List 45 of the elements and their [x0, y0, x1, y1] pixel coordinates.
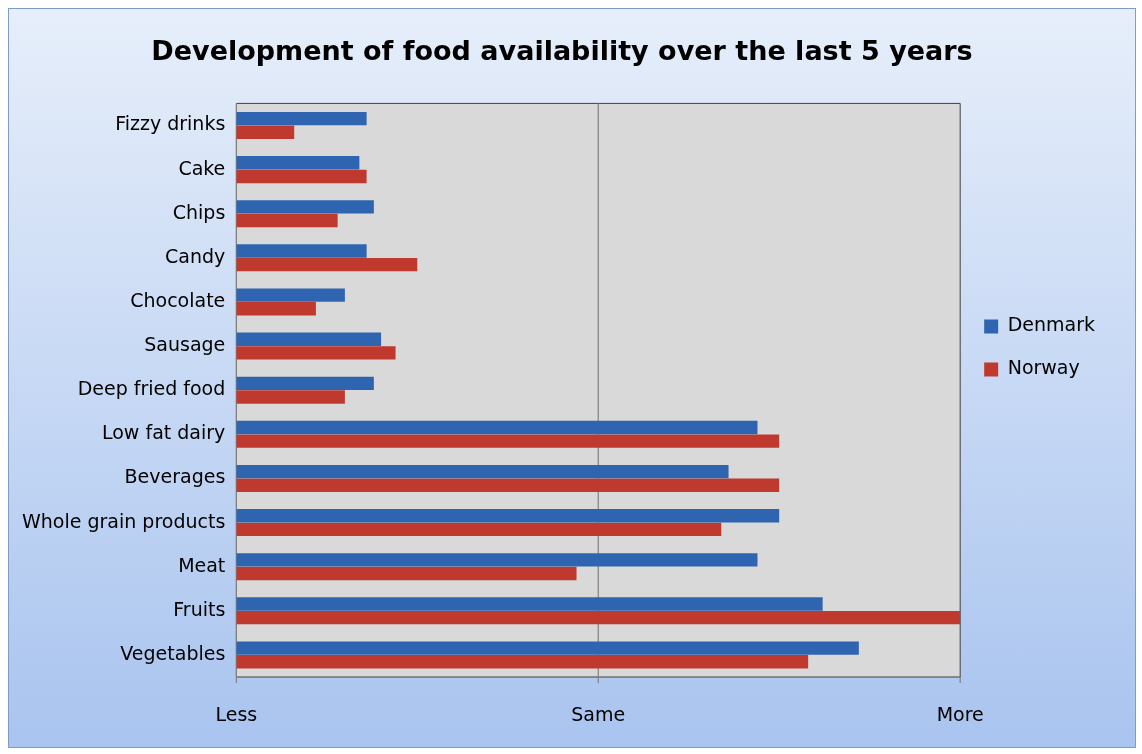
y-tick-label: Chocolate: [130, 288, 226, 311]
bar: [236, 509, 780, 523]
y-tick-label: Meat: [178, 553, 226, 576]
y-tick-label: Fizzy drinks: [115, 112, 226, 135]
bar: [236, 464, 729, 479]
y-tick-label: Cake: [178, 156, 226, 179]
chart-title: Development of food availability over the last 5 years: [151, 35, 973, 67]
bar: [236, 346, 396, 360]
bar: [236, 200, 374, 214]
bar: [236, 156, 360, 170]
y-tick-label: Beverages: [124, 465, 226, 488]
legend-label: Denmark: [1007, 313, 1095, 336]
bar: [236, 125, 295, 139]
y-tick-label: Chips: [172, 200, 226, 223]
bar: [236, 553, 758, 567]
bar: [236, 111, 367, 126]
bar: [236, 257, 418, 272]
bar: [236, 478, 780, 492]
y-tick-label: Vegetables: [120, 641, 226, 664]
bar: [236, 655, 809, 669]
bar: [236, 244, 367, 258]
y-tick-label: Deep fried food: [77, 377, 226, 400]
bar: [236, 332, 382, 346]
bar: [236, 610, 961, 625]
y-tick-label: Sausage: [144, 333, 226, 356]
bar: [236, 420, 758, 435]
bar: [236, 597, 823, 611]
bar: [236, 641, 859, 655]
bar: [236, 376, 374, 391]
bar: [236, 434, 780, 448]
y-tick-label: Fruits: [173, 597, 226, 620]
bar: [236, 169, 367, 184]
bar: [236, 522, 722, 537]
y-tick-label: Low fat dairy: [101, 421, 226, 444]
text: More: [936, 703, 984, 726]
ref-line-label: Same: [571, 703, 626, 726]
bar: [236, 302, 316, 316]
text: Less: [215, 703, 258, 726]
bar: [236, 213, 338, 228]
bar: [236, 288, 345, 302]
bar: [236, 566, 577, 581]
legend-label: Norway: [1007, 356, 1080, 379]
y-tick-label: Whole grain products: [21, 509, 226, 532]
bar: [236, 390, 345, 404]
y-tick-label: Candy: [165, 244, 226, 267]
